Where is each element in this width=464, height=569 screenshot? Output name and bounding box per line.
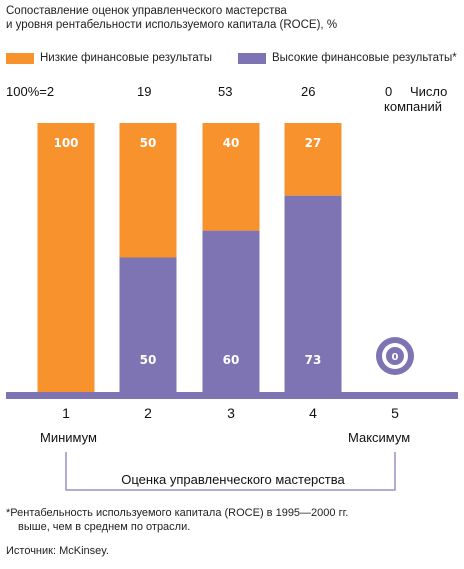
legend-item-high: Высокие финансовые результаты* <box>238 50 457 66</box>
source-note: Источник: McKinsey. <box>6 545 109 557</box>
count-label-3: 53 <box>218 84 233 99</box>
legend-label-low: Низкие финансовые результаты <box>40 52 213 64</box>
footnote: *Рентабельность используемого капитала (… <box>6 506 446 534</box>
chart-title: Сопоставление оценок управленческого мас… <box>6 4 446 32</box>
x-tick-label-5: 5 <box>391 405 399 421</box>
scale-bracket <box>65 452 396 491</box>
counts-axis-label-line1: Число <box>410 84 448 99</box>
bar-low-4 <box>284 123 342 196</box>
data-label-high-4: 73 <box>305 353 322 367</box>
bar-low-3 <box>202 123 260 231</box>
footnote-line1: *Рентабельность используемого капитала (… <box>6 507 349 519</box>
chart-title-line2: и уровня рентабельности используемого ка… <box>6 19 338 31</box>
x-tick-label-1: 1 <box>62 405 70 421</box>
legend-label-high: Высокие финансовые результаты* <box>272 52 457 64</box>
x-tick-label-2: 2 <box>144 405 152 421</box>
legend-swatch-high <box>238 52 266 64</box>
zero-marker-inner <box>386 347 404 365</box>
bar-high-3 <box>202 230 260 392</box>
counts-axis-label-line2: компаний <box>384 99 442 114</box>
data-label-high-5: 0 <box>392 352 399 363</box>
bar-high-4 <box>284 195 342 392</box>
x-axis-title: Оценка управленческого мастерства <box>98 472 368 487</box>
scale-max-label: Максимум <box>348 430 411 445</box>
scale-min-label: Минимум <box>40 430 97 445</box>
bar-low-1 <box>37 123 95 392</box>
count-label-1: 100%=2 <box>6 84 55 99</box>
data-label-high-2: 50 <box>140 353 157 367</box>
count-label-2: 19 <box>137 84 152 99</box>
legend-swatch-low <box>6 52 34 64</box>
bar-high-2 <box>119 257 177 392</box>
legend-item-low: Низкие финансовые результаты <box>6 50 212 66</box>
chart-title-line1: Сопоставление оценок управленческого мас… <box>6 5 287 17</box>
count-label-4: 26 <box>301 84 316 99</box>
data-label-high-3: 60 <box>223 353 240 367</box>
data-label-low-3: 40 <box>223 136 240 150</box>
x-tick-label-3: 3 <box>227 405 235 421</box>
footnote-line2: выше, чем в среднем по отрасли. <box>18 521 191 533</box>
count-label-5: 0 <box>385 84 393 99</box>
bar-low-2 <box>119 123 177 258</box>
x-axis-bar <box>6 392 458 399</box>
x-tick-label-4: 4 <box>309 405 317 421</box>
data-label-low-2: 50 <box>140 136 157 150</box>
data-label-low-1: 100 <box>53 136 78 150</box>
data-label-low-4: 27 <box>305 136 322 150</box>
